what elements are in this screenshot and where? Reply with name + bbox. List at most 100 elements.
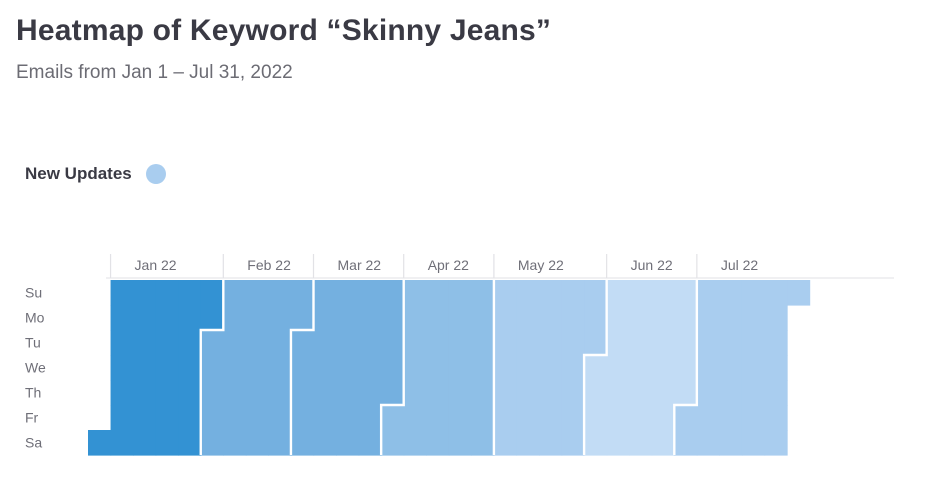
heatmap-cell <box>426 430 450 456</box>
heatmap-cell <box>313 430 337 456</box>
heatmap-cell <box>696 355 720 381</box>
heatmap-cell <box>268 405 292 431</box>
heatmap-cell <box>787 280 811 306</box>
heatmap-cell <box>629 305 653 331</box>
heatmap-cell <box>674 305 698 331</box>
heatmap-cell <box>403 405 427 431</box>
heatmap-cell <box>448 280 472 306</box>
heatmap-chart: Su Mo Tu We Th Fr Sa Jan 22 Feb 22 Mar 22 Apr 22 Ma… <box>25 254 894 456</box>
heatmap-cell <box>741 405 766 431</box>
heatmap-cell <box>133 405 157 431</box>
heatmap-cell <box>471 380 495 406</box>
heatmap-cell <box>674 330 698 356</box>
heatmap-cell <box>358 355 382 381</box>
heatmap-cell <box>381 305 405 331</box>
heatmap-cell <box>651 280 675 306</box>
heatmap-cell <box>674 355 698 381</box>
heatmap-cell <box>178 430 202 456</box>
month-separator <box>289 280 315 455</box>
heatmap-cell <box>88 430 112 456</box>
heatmap-cell <box>290 380 315 406</box>
heatmap-cell <box>764 405 788 431</box>
heatmap-cell <box>471 430 495 456</box>
heatmap-cell <box>426 305 450 331</box>
heatmap-cell <box>719 330 743 356</box>
heatmap-cell <box>133 305 157 331</box>
heatmap-cell <box>764 280 788 306</box>
heatmap-cell <box>493 280 518 306</box>
heatmap-cell <box>629 430 653 456</box>
day-label-we: We <box>25 360 46 376</box>
heatmap-cell <box>178 330 202 356</box>
heatmap-cell <box>493 430 518 456</box>
heatmap-cell <box>178 380 202 406</box>
heatmap-cell <box>471 330 495 356</box>
heatmap-cell <box>290 305 315 331</box>
heatmap-cell <box>493 380 518 406</box>
heatmap-cell <box>358 430 382 456</box>
heatmap-cell <box>178 280 202 306</box>
heatmap-cell <box>200 405 224 431</box>
day-label-th: Th <box>25 385 41 401</box>
heatmap-cell <box>741 355 766 381</box>
heatmap-cell <box>245 355 269 381</box>
day-label-tu: Tu <box>25 335 41 351</box>
heatmap-cell <box>561 430 585 456</box>
heatmap-cell <box>448 380 472 406</box>
heatmap-cell <box>448 330 472 356</box>
month-label-jun-22: Jun 22 <box>631 257 673 273</box>
heatmap-cell <box>290 280 315 306</box>
heatmap-cell <box>155 305 179 331</box>
heatmap-cell <box>426 405 450 431</box>
heatmap-cell <box>426 280 450 306</box>
heatmap-cell <box>245 405 269 431</box>
heatmap-cell <box>493 330 518 356</box>
month-block-may-22 <box>493 280 608 456</box>
heatmap-cell <box>223 430 247 456</box>
heatmap-cell <box>584 405 608 431</box>
month-block-feb-22 <box>200 280 315 456</box>
heatmap-cell <box>764 305 788 331</box>
heatmap-cell <box>381 330 405 356</box>
heatmap-cell <box>313 355 337 381</box>
heatmap-cell <box>155 405 179 431</box>
heatmap-cell <box>471 280 495 306</box>
heatmap-cell <box>178 355 202 381</box>
heatmap-cell <box>358 280 382 306</box>
month-block-jul-22 <box>674 280 811 456</box>
heatmap-cell <box>719 405 743 431</box>
heatmap-cell <box>403 330 427 356</box>
month-label-mar-22: Mar 22 <box>338 257 382 273</box>
heatmap-cell <box>584 380 608 406</box>
heatmap-cell <box>696 430 720 456</box>
heatmap-cell <box>381 280 405 306</box>
heatmap-cell <box>358 305 382 331</box>
heatmap-cell <box>336 355 360 381</box>
heatmap-cell <box>539 305 563 331</box>
heatmap-cell <box>268 330 292 356</box>
heatmap-cell <box>539 355 563 381</box>
heatmap-cell <box>313 380 337 406</box>
heatmap-cell <box>493 405 518 431</box>
heatmap-cell <box>426 355 450 381</box>
heatmap-cell <box>584 330 608 356</box>
heatmap-cell <box>561 355 585 381</box>
heatmap-cell <box>381 355 405 381</box>
heatmap-cell <box>358 380 382 406</box>
month-block-apr-22 <box>381 280 495 456</box>
heatmap-cell <box>651 380 675 406</box>
heatmap-cell <box>448 405 472 431</box>
heatmap-cell <box>110 430 134 456</box>
heatmap-cell <box>539 330 563 356</box>
heatmap-cell <box>313 405 337 431</box>
heatmap-cell <box>539 405 563 431</box>
heatmap-cell <box>155 430 179 456</box>
heatmap-cell <box>606 330 630 356</box>
heatmap-cell <box>674 280 698 306</box>
heatmap-cell <box>313 305 337 331</box>
heatmap-cell <box>651 330 675 356</box>
heatmap-cell <box>584 355 608 381</box>
heatmap-cell <box>268 355 292 381</box>
heatmap-cell <box>764 430 788 456</box>
heatmap-cell <box>110 405 134 431</box>
